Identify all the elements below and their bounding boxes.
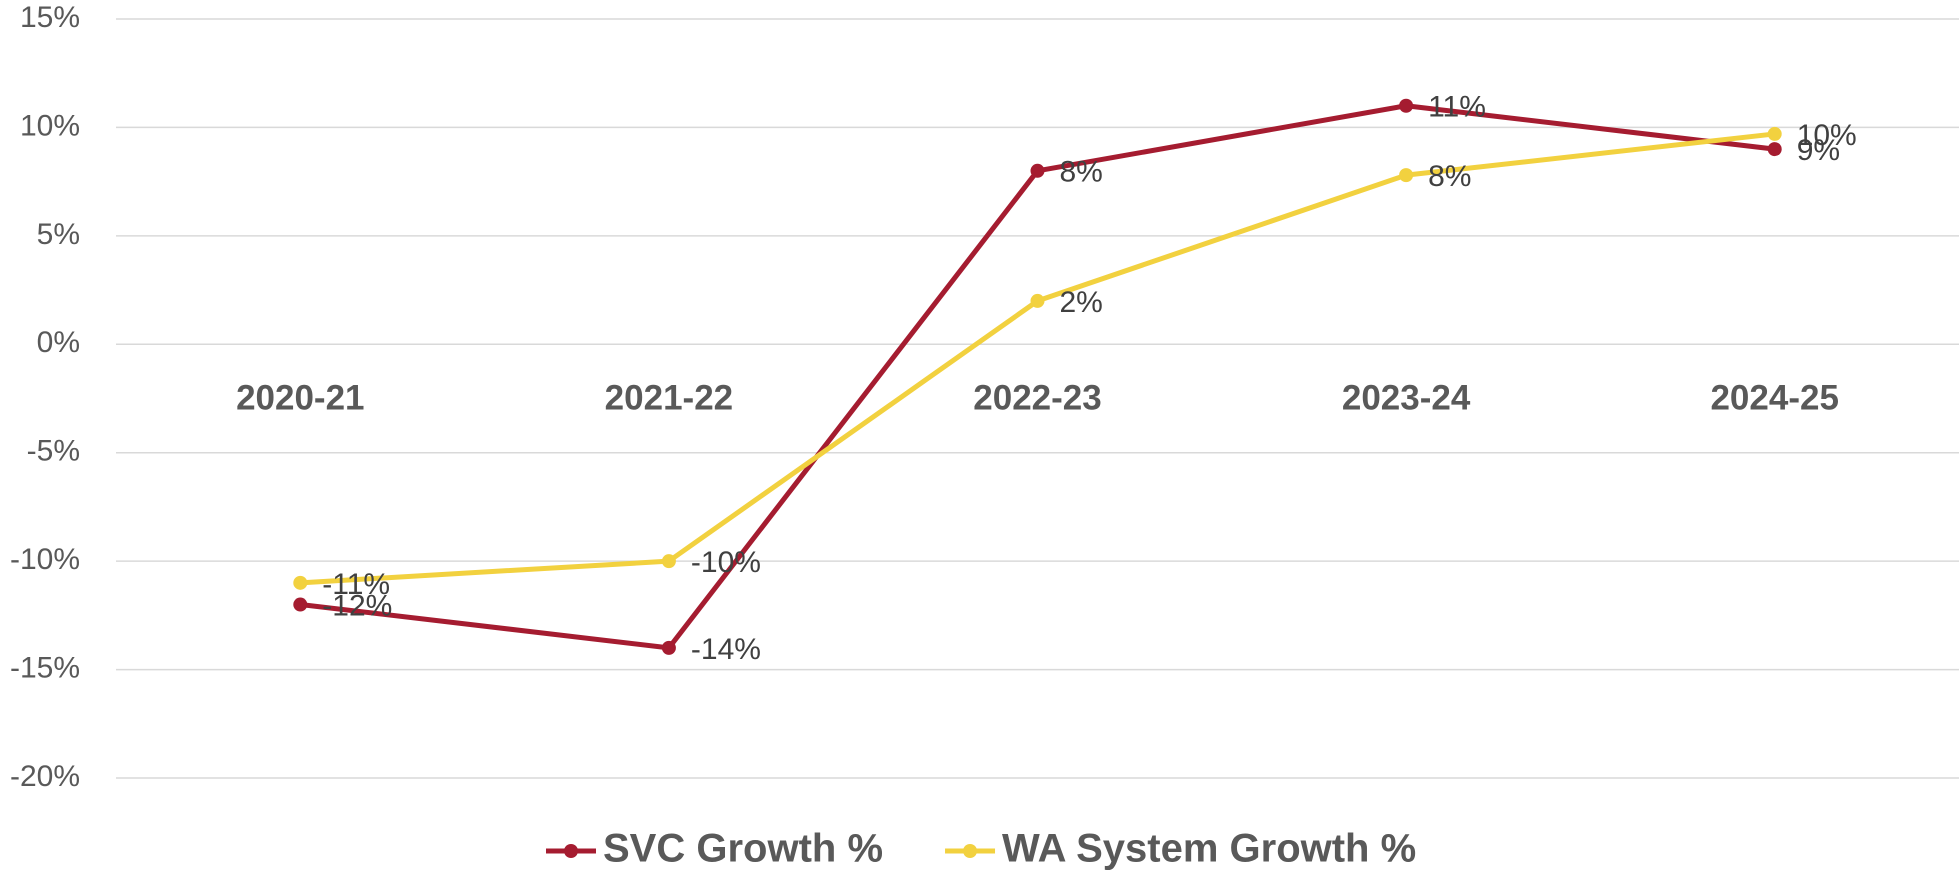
x-tick-label: 2024-25: [1710, 379, 1838, 418]
legend-item: SVC Growth %: [546, 827, 883, 871]
y-tick-label: -10%: [10, 543, 80, 576]
data-label: 8%: [1428, 160, 1471, 193]
y-tick-label: 15%: [20, 1, 80, 34]
y-tick-label: 10%: [20, 109, 80, 142]
y-tick-label: 0%: [37, 326, 80, 359]
data-point: [293, 597, 308, 612]
y-tick-label: 5%: [37, 218, 80, 251]
data-label: -11%: [322, 568, 390, 601]
x-tick-label: 2023-24: [1342, 379, 1471, 418]
data-label: -12%: [322, 589, 392, 622]
y-tick-label: -5%: [27, 435, 80, 468]
data-point: [1030, 163, 1045, 178]
data-point: [661, 640, 676, 655]
series-line: [300, 131, 1775, 586]
data-point: [1399, 98, 1414, 113]
x-tick-label: 2022-23: [973, 379, 1101, 418]
data-point: [661, 554, 676, 569]
data-label: 8%: [1060, 156, 1103, 189]
data-point: [1399, 168, 1414, 183]
data-label: -14%: [691, 633, 761, 666]
data-label: 9%: [1797, 134, 1840, 167]
data-point: [1767, 126, 1782, 141]
y-tick-label: -20%: [10, 760, 80, 793]
data-point: [1030, 293, 1045, 308]
legend-item: WA System Growth %: [945, 827, 1416, 871]
data-label: 2%: [1060, 286, 1103, 319]
y-tick-label: -15%: [10, 651, 80, 684]
x-tick-label: 2021-22: [605, 379, 733, 418]
data-point: [1767, 142, 1782, 157]
series-line: [300, 103, 1775, 651]
data-point: [293, 575, 308, 590]
legend-marker: [564, 844, 578, 858]
x-tick-label: 2020-21: [236, 379, 364, 418]
data-label: -10%: [691, 546, 761, 579]
data-label: 10%: [1797, 119, 1857, 152]
legend-label: SVC Growth %: [603, 827, 883, 871]
data-label: 11%: [1428, 91, 1486, 124]
legend-label: WA System Growth %: [1002, 827, 1416, 871]
legend-marker: [963, 844, 978, 858]
